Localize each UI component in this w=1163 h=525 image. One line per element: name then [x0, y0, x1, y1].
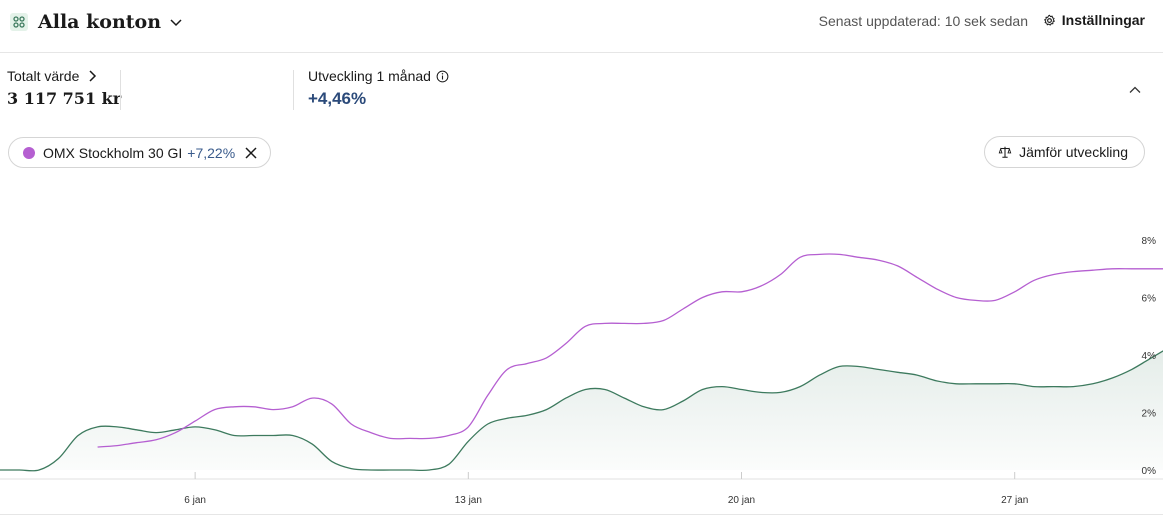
summary-panel: Totalt värde 3 117 751 kr Utveckling 1 m… — [0, 54, 1163, 124]
close-icon[interactable] — [244, 146, 258, 160]
development-label: Utveckling 1 månad — [308, 68, 431, 84]
y-tick-label: 8% — [1142, 236, 1157, 247]
info-icon[interactable] — [436, 70, 449, 83]
compare-development-button[interactable]: Jämför utveckling — [984, 136, 1145, 168]
comparison-chip: OMX Stockholm 30 GI +7,22% — [8, 137, 272, 168]
settings-button[interactable]: Inställningar — [1043, 12, 1145, 28]
portfolio-line[interactable] — [0, 346, 1163, 472]
divider — [293, 70, 294, 110]
comparison-name: OMX Stockholm 30 GI — [43, 144, 183, 161]
scale-icon — [998, 146, 1012, 158]
account-selector[interactable]: Alla konton — [38, 9, 183, 35]
total-value-label: Totalt värde — [7, 68, 80, 84]
x-tick-label: 20 jan — [728, 495, 755, 506]
y-tick-label: 0% — [1142, 466, 1157, 477]
index-line[interactable] — [97, 253, 1163, 448]
portfolio-area — [0, 350, 1163, 471]
x-tick-label: 6 jan — [184, 495, 206, 506]
last-updated-text: Senast uppdaterad: 10 sek sedan — [818, 13, 1028, 29]
development-block: Utveckling 1 månad +4,46% — [308, 68, 449, 109]
y-tick-label: 2% — [1142, 409, 1157, 420]
series-color-dot — [23, 146, 35, 159]
gear-icon — [1043, 14, 1055, 26]
development-value: +4,46% — [308, 89, 367, 108]
y-tick-label: 6% — [1142, 294, 1157, 305]
x-tick-label: 27 jan — [1001, 495, 1028, 506]
chevron-up-icon[interactable] — [1127, 82, 1143, 98]
x-tick-label: 13 jan — [455, 495, 482, 506]
account-title: Alla konton — [38, 11, 162, 33]
divider — [120, 70, 121, 110]
compare-button-label: Jämför utveckling — [1019, 144, 1128, 160]
chevron-down-icon — [170, 19, 182, 27]
y-tick-label: 4% — [1142, 351, 1157, 362]
chevron-right-icon — [89, 70, 97, 82]
grid-icon[interactable] — [10, 13, 28, 31]
performance-chart[interactable]: 0% 2% 4% 6% 8% 6 jan 13 jan 20 jan 27 jan — [0, 185, 1163, 515]
settings-label: Inställningar — [1061, 12, 1145, 28]
comparison-change: +7,22% — [187, 144, 236, 161]
bottom-divider — [0, 514, 1163, 525]
total-value: 3 117 751 kr — [7, 89, 122, 108]
total-value-block[interactable]: Totalt värde 3 117 751 kr — [7, 68, 121, 108]
top-bar: Alla konton Senast uppdaterad: 10 sek se… — [0, 0, 1163, 53]
